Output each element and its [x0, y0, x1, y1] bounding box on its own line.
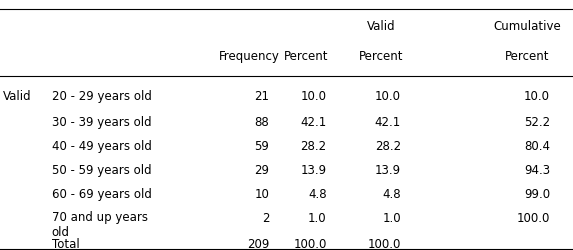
- Text: 40 - 49 years old: 40 - 49 years old: [52, 140, 151, 153]
- Text: 28.2: 28.2: [375, 140, 401, 153]
- Text: 52.2: 52.2: [524, 116, 550, 129]
- Text: 28.2: 28.2: [300, 140, 327, 153]
- Text: 70 and up years
old: 70 and up years old: [52, 210, 148, 238]
- Text: 50 - 59 years old: 50 - 59 years old: [52, 164, 151, 176]
- Text: 100.0: 100.0: [368, 237, 401, 250]
- Text: Frequency: Frequency: [219, 50, 280, 63]
- Text: 42.1: 42.1: [300, 116, 327, 129]
- Text: Cumulative: Cumulative: [493, 20, 561, 33]
- Text: 13.9: 13.9: [375, 164, 401, 176]
- Text: 30 - 39 years old: 30 - 39 years old: [52, 116, 151, 129]
- Text: Percent: Percent: [505, 50, 550, 63]
- Text: 4.8: 4.8: [308, 187, 327, 200]
- Text: 88: 88: [254, 116, 269, 129]
- Text: 209: 209: [247, 237, 269, 250]
- Text: 100.0: 100.0: [517, 211, 550, 224]
- Text: 4.8: 4.8: [382, 187, 401, 200]
- Text: 29: 29: [254, 164, 269, 176]
- Text: Valid: Valid: [3, 90, 32, 103]
- Text: Percent: Percent: [284, 50, 329, 63]
- Text: Valid: Valid: [367, 20, 395, 33]
- Text: Total: Total: [52, 237, 79, 250]
- Text: 80.4: 80.4: [524, 140, 550, 153]
- Text: 42.1: 42.1: [375, 116, 401, 129]
- Text: 1.0: 1.0: [308, 211, 327, 224]
- Text: 10: 10: [254, 187, 269, 200]
- Text: 13.9: 13.9: [300, 164, 327, 176]
- Text: 20 - 29 years old: 20 - 29 years old: [52, 90, 151, 103]
- Text: 10.0: 10.0: [524, 90, 550, 103]
- Text: 2: 2: [262, 211, 269, 224]
- Text: 59: 59: [254, 140, 269, 153]
- Text: 100.0: 100.0: [293, 237, 327, 250]
- Text: 1.0: 1.0: [382, 211, 401, 224]
- Text: 99.0: 99.0: [524, 187, 550, 200]
- Text: 10.0: 10.0: [375, 90, 401, 103]
- Text: 60 - 69 years old: 60 - 69 years old: [52, 187, 151, 200]
- Text: 94.3: 94.3: [524, 164, 550, 176]
- Text: 21: 21: [254, 90, 269, 103]
- Text: 10.0: 10.0: [301, 90, 327, 103]
- Text: Percent: Percent: [359, 50, 403, 63]
